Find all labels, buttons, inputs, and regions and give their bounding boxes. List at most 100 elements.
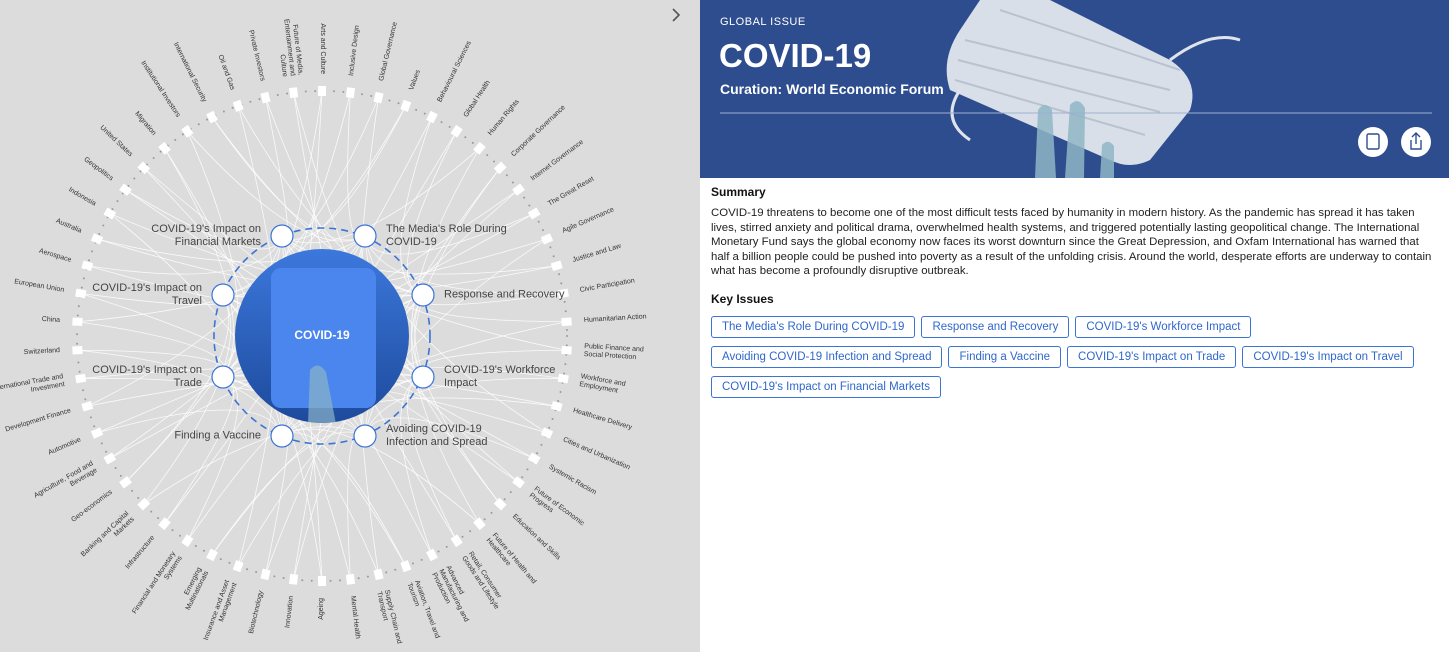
ring-dot	[76, 333, 79, 336]
topic-label[interactable]: Ageing	[318, 598, 325, 620]
topic-label[interactable]: Arts and Culture	[319, 23, 326, 74]
hero-image	[700, 0, 1449, 178]
link-line	[364, 235, 564, 295]
key-issue-node	[353, 224, 377, 248]
topic-node	[400, 99, 412, 112]
ring-dot	[332, 90, 335, 93]
center-image	[271, 268, 376, 408]
topic-node	[318, 86, 326, 96]
link-line	[222, 97, 379, 296]
ring-dot	[505, 174, 508, 177]
ring-dot	[76, 314, 79, 317]
key-issue-button[interactable]: The Media's Role During COVID-19	[711, 316, 916, 338]
key-issue-button[interactable]: Avoiding COVID-19 Infection and Spread	[711, 346, 943, 368]
page-title: COVID-19	[719, 37, 872, 74]
ring-dot	[526, 468, 529, 471]
ring-dot	[551, 417, 554, 420]
key-issue-button[interactable]: COVID-19's Impact on Trade	[1067, 346, 1237, 368]
key-issue-label[interactable]: Response and Recovery	[444, 288, 565, 301]
center-label: COVID-19	[294, 328, 350, 342]
ring-dot	[276, 94, 279, 97]
topic-node	[181, 124, 194, 138]
link-line	[406, 131, 457, 296]
key-issue-node	[270, 424, 294, 448]
key-issue-label[interactable]: COVID-19's Impact on Travel	[92, 282, 202, 307]
ring-dot	[565, 329, 568, 332]
topic-node	[72, 345, 83, 355]
ring-dot	[445, 545, 448, 548]
ring-dot	[523, 196, 526, 199]
link-line	[364, 238, 548, 437]
key-issue-button[interactable]: Finding a Vaccine	[948, 346, 1062, 368]
link-line	[87, 235, 283, 407]
ring-dot	[565, 353, 568, 356]
ring-dot	[286, 92, 289, 95]
key-issue-label[interactable]: The Media's Role During COVID-19	[386, 223, 507, 248]
ring-dot	[563, 300, 566, 303]
ring-dot	[159, 150, 162, 153]
ring-dot	[471, 141, 474, 144]
topic-node	[473, 141, 486, 155]
ring-dot	[82, 277, 85, 280]
ring-dot	[111, 208, 114, 211]
ring-dot	[114, 466, 117, 469]
ring-dot	[80, 286, 83, 289]
ring-dot	[179, 534, 182, 537]
ring-dot	[246, 568, 249, 571]
ring-dot	[131, 489, 134, 492]
ring-dot	[78, 370, 81, 373]
ring-dot	[385, 571, 388, 574]
key-issue-label[interactable]: COVID-19's Workforce Impact	[444, 364, 556, 389]
key-issue-button[interactable]: COVID-19's Impact on Financial Markets	[711, 376, 941, 398]
collapse-chevron[interactable]	[672, 8, 681, 22]
topic-node	[232, 560, 244, 573]
ring-dot	[273, 575, 276, 578]
key-issue-node	[353, 424, 377, 448]
ring-dot	[420, 558, 423, 561]
key-issue-button[interactable]: COVID-19's Impact on Travel	[1242, 346, 1414, 368]
topic-node	[345, 87, 355, 99]
key-issue-button[interactable]: COVID-19's Workforce Impact	[1075, 316, 1252, 338]
ring-dot	[329, 579, 332, 582]
link-line	[281, 432, 407, 567]
key-issue-node	[270, 224, 294, 248]
ring-dot	[411, 562, 414, 565]
topic-node	[137, 497, 151, 511]
eyebrow: GLOBAL ISSUE	[720, 16, 806, 28]
topic-node	[75, 373, 87, 384]
link-line	[411, 294, 480, 524]
link-line	[211, 376, 424, 556]
hero-banner: GLOBAL ISSUE COVID-19 Curation: World Ec…	[700, 0, 1449, 178]
ring-dot	[564, 310, 567, 313]
link-line	[363, 116, 433, 241]
ring-dot	[440, 121, 443, 124]
ring-dot	[521, 476, 524, 479]
clipboard-button[interactable]	[1358, 127, 1388, 157]
issue-map: COVID-19 International Security Oil and G…	[0, 0, 700, 652]
key-issue-button[interactable]: Response and Recovery	[921, 316, 1070, 338]
topic-node	[450, 124, 463, 138]
ring-dot	[486, 154, 489, 157]
key-issue-label[interactable]: COVID-19's Impact on Trade	[92, 364, 202, 389]
topic-node	[561, 317, 572, 327]
ring-dot	[133, 177, 136, 180]
topic-node	[473, 517, 486, 531]
ring-dot	[397, 102, 400, 105]
ring-dot	[536, 452, 539, 455]
ring-dot	[301, 579, 304, 582]
key-issue-label[interactable]: Finding a Vaccine	[174, 429, 261, 442]
topic-node	[400, 560, 412, 573]
ring-dot	[202, 549, 205, 552]
ring-dot	[448, 125, 451, 128]
link-line	[96, 235, 366, 263]
ring-dot	[137, 497, 140, 500]
ring-dot	[181, 133, 184, 136]
ring-dot	[559, 390, 562, 393]
ring-dot	[342, 90, 345, 93]
ring-dot	[119, 474, 122, 477]
topic-node	[158, 141, 171, 155]
topic-node	[181, 534, 194, 548]
link-line	[347, 92, 366, 239]
key-issue-label[interactable]: COVID-19's Impact on Financial Markets	[151, 223, 261, 248]
key-issue-label[interactable]: Avoiding COVID-19 Infection and Spread	[386, 423, 488, 448]
